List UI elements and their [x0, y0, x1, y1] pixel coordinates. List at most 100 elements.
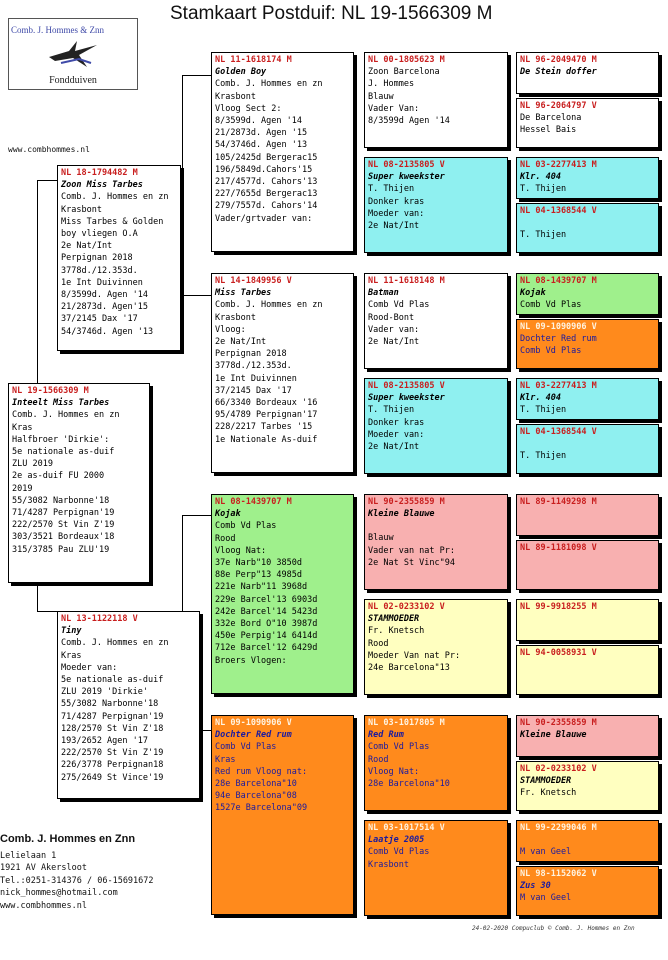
pedigree-detail-line: 54/3746d. Agen '13 [61, 326, 154, 337]
ring-number: NL 11-1618148 M [368, 276, 445, 286]
connector [182, 515, 211, 516]
pedigree-card-gen5-13[interactable]: NL 90-2355859 M Kleine Blauwe [516, 715, 659, 757]
pedigree-detail-line: 315/3785 Pau ZLU'19 [12, 544, 110, 555]
pedigree-card-fm-father[interactable]: NL 11-1618148 M Batman Comb Vd Plas Rood-Bo… [364, 273, 508, 369]
pedigree-card-gen5-6[interactable]: NL 09-1090906 V Dochter Red rum Comb Vd Pl… [516, 319, 659, 369]
pedigree-detail-line: 1e Int Duivinnen [215, 373, 297, 384]
pedigree-detail-line: 8/3599d. Agen '14 [215, 116, 302, 127]
pedigree-detail-line: 28e Barcelona"10 [215, 779, 297, 790]
pigeon-name: Golden Boy [215, 67, 267, 78]
pedigree-detail-line: 2e Nat/Int [61, 241, 113, 252]
connector [37, 180, 58, 181]
pedigree-detail-line: Perpignan 2018 [215, 349, 287, 360]
pedigree-detail-line [368, 520, 504, 532]
pedigree-detail-line: Dochter Red rum [520, 334, 597, 345]
ring-number: NL 03-1017514 V [368, 823, 445, 833]
pedigree-detail-line: Zoon Barcelona [368, 67, 440, 78]
pedigree-card-ff-father[interactable]: NL 00-1805623 M Zoon Barcelona J. Hommes Bl… [364, 52, 508, 148]
pedigree-card-gen5-15[interactable]: NL 99-2299046 M M van Geel [516, 820, 659, 862]
pedigree-detail-line: T. Thijen [520, 451, 567, 462]
pedigree-card-fm-mother[interactable]: NL 08-2135805 V Super kweekster T. Thijen D… [364, 378, 508, 474]
pedigree-detail-line: M van Geel [520, 893, 572, 904]
ring-number: NL 02-0233102 V [520, 764, 597, 774]
pedigree-card-gen5-10[interactable]: NL 89-1181098 V [516, 540, 659, 590]
pedigree-detail-line: Krasbont [215, 312, 256, 323]
owner-website[interactable]: www.combhommes.nl [0, 900, 87, 911]
pedigree-card-mother[interactable]: NL 13-1122118 V Tiny Comb. J. Hommes en zn… [57, 611, 200, 799]
pedigree-detail-line: Blauw [368, 533, 394, 544]
ring-number: NL 08-2135805 V [368, 381, 445, 391]
pedigree-card-gen5-8[interactable]: NL 04-1368544 V T. Thijen [516, 424, 659, 474]
website-link[interactable]: www.combhommes.nl [8, 145, 90, 154]
pedigree-detail-line: T. Thijen [520, 230, 567, 241]
pigeon-name: Super kweekster [368, 172, 445, 183]
pigeon-name: Super kweekster [368, 393, 445, 404]
pedigree-detail-line: 712e Barcel'12 6429d [215, 643, 318, 654]
pedigree-detail-line: 8/3599d Agen '14 [368, 116, 450, 127]
pedigree-detail-line: 2e Nat/Int [215, 337, 267, 348]
pigeon-name: Klr. 404 [520, 172, 561, 183]
pedigree-detail-line: 94e Barcelona"08 [215, 791, 297, 802]
pedigree-card-gen5-3[interactable]: NL 03-2277413 M Klr. 404 T. Thijen [516, 157, 659, 199]
pedigree-detail-line: Donker kras [368, 417, 425, 428]
pedigree-detail-line: Perpignan 2018 [61, 253, 133, 264]
connector [37, 611, 58, 612]
pedigree-card-gen5-16[interactable]: NL 98-1152062 V Zus 30 M van Geel [516, 866, 659, 916]
pedigree-detail-line: 71/4287 Perpignan'19 [61, 711, 164, 722]
pedigree-card-mother-father[interactable]: NL 08-1439707 M Kojak Comb Vd Plas Rood Vloo… [211, 494, 354, 694]
pedigree-card-mm-mother[interactable]: NL 03-1017514 V Laatje 2005 Comb Vd Plas Kr… [364, 820, 508, 916]
ring-number: NL 00-1805623 M [368, 55, 445, 65]
ring-number: NL 99-9918255 M [520, 602, 597, 612]
pedigree-detail-line: 196/5849d.Cahors'15 [215, 164, 313, 175]
pedigree-card-gen5-9[interactable]: NL 89-1149298 M [516, 494, 659, 536]
pedigree-detail-line: Comb Vd Plas [215, 742, 277, 753]
pedigree-detail-line: 37/2145 Dax '17 [215, 385, 292, 396]
connector [37, 583, 38, 611]
pedigree-detail-line: T. Thijen [368, 405, 415, 416]
pedigree-card-father-mother[interactable]: NL 14-1849956 V Miss Tarbes Comb. J. Homme… [211, 273, 354, 473]
pedigree-card-gen5-5[interactable]: NL 08-1439707 M Kojak Comb Vd Plas [516, 273, 659, 315]
pedigree-card-mf-mother[interactable]: NL 02-0233102 V STAMMOEDER Fr. Knetsch Rood… [364, 599, 508, 695]
ring-number: NL 99-2299046 M [520, 823, 597, 833]
pedigree-card-mf-father[interactable]: NL 90-2355859 M Kleine Blauwe Blauw Vader v… [364, 494, 508, 590]
pedigree-card-gen5-7[interactable]: NL 03-2277413 M Klr. 404 T. Thijen [516, 378, 659, 420]
pedigree-card-gen5-2[interactable]: NL 96-2064797 V De Barcelona Hessel Bais [516, 98, 659, 148]
pedigree-detail-line: 54/3746d. Agen '13 [215, 140, 308, 151]
ring-number: NL 03-2277413 M [520, 160, 597, 170]
ring-number: NL 08-2135805 V [368, 160, 445, 170]
pedigree-detail-line: 222/2570 St Vin Z'19 [12, 520, 115, 531]
owner-city: 1921 AV Akersloot [0, 863, 87, 873]
pedigree-card-father-father[interactable]: NL 11-1618174 M Golden Boy Comb. J. Hommes… [211, 52, 354, 252]
pedigree-detail-line: 105/2425d Bergerac15 [215, 152, 318, 163]
pedigree-detail-line: Comb Vd Plas [368, 300, 430, 311]
pedigree-card-mm-father[interactable]: NL 03-1017805 M Red Rum Comb Vd Plas Rood Vl… [364, 715, 508, 811]
pedigree-card-ff-mother[interactable]: NL 08-2135805 V Super kweekster T. Thijen D… [364, 157, 508, 253]
pedigree-card-mother-mother[interactable]: NL 09-1090906 V Dochter Red rum Comb Vd Pl… [211, 715, 354, 915]
pigeon-name: Dochter Red rum [215, 730, 292, 741]
pedigree-card-gen5-14[interactable]: NL 02-0233102 V STAMMOEDER Fr. Knetsch [516, 761, 659, 811]
pedigree-detail-line: Rood-Bont [368, 312, 415, 323]
logo: Comb. J. Hommes & Znn Fondduiven [8, 18, 138, 90]
owner-email[interactable]: nick_hommes@hotmail.com [0, 888, 118, 898]
ring-number: NL 96-2064797 V [520, 101, 597, 111]
pedigree-detail-line: 228/2217 Tarbes '15 [215, 422, 313, 433]
pedigree-detail-line: Vloog Nat: [215, 545, 267, 556]
pedigree-detail-line: Vloog Nat: [368, 766, 420, 777]
ring-number: NL 04-1368544 V [520, 206, 597, 216]
pedigree-detail-line: De Barcelona [520, 113, 582, 124]
pedigree-detail-line: 28e Barcelona"10 [368, 779, 450, 790]
pedigree-card-gen5-1[interactable]: NL 96-2049470 M De Stein doffer [516, 52, 659, 94]
pedigree-detail-line: Hessel Bais [520, 125, 577, 136]
pedigree-card-gen5-11[interactable]: NL 99-9918255 M [516, 599, 659, 641]
pedigree-card-subject[interactable]: NL 19-1566309 M Inteelt Miss Tarbes Comb. … [8, 383, 150, 583]
pedigree-detail-line: Blauw [368, 91, 394, 102]
pedigree-card-gen5-4[interactable]: NL 04-1368544 V T. Thijen [516, 203, 659, 253]
pedigree-detail-line: Miss Tarbes & Golden [61, 216, 164, 227]
owner-phone: Tel.:0251-314376 / 06-15691672 [0, 875, 154, 886]
pigeon-name: Red Rum [368, 730, 404, 741]
pedigree-card-gen5-12[interactable]: NL 94-0058931 V [516, 645, 659, 695]
pigeon-name: Zoon Miss Tarbes [61, 180, 143, 191]
pedigree-card-father[interactable]: NL 18-1794482 M Zoon Miss Tarbes Comb. J. … [57, 165, 181, 351]
pedigree-detail-line: 2e Nat/Int [368, 221, 420, 232]
pedigree-detail-line: T. Thijen [520, 184, 567, 195]
